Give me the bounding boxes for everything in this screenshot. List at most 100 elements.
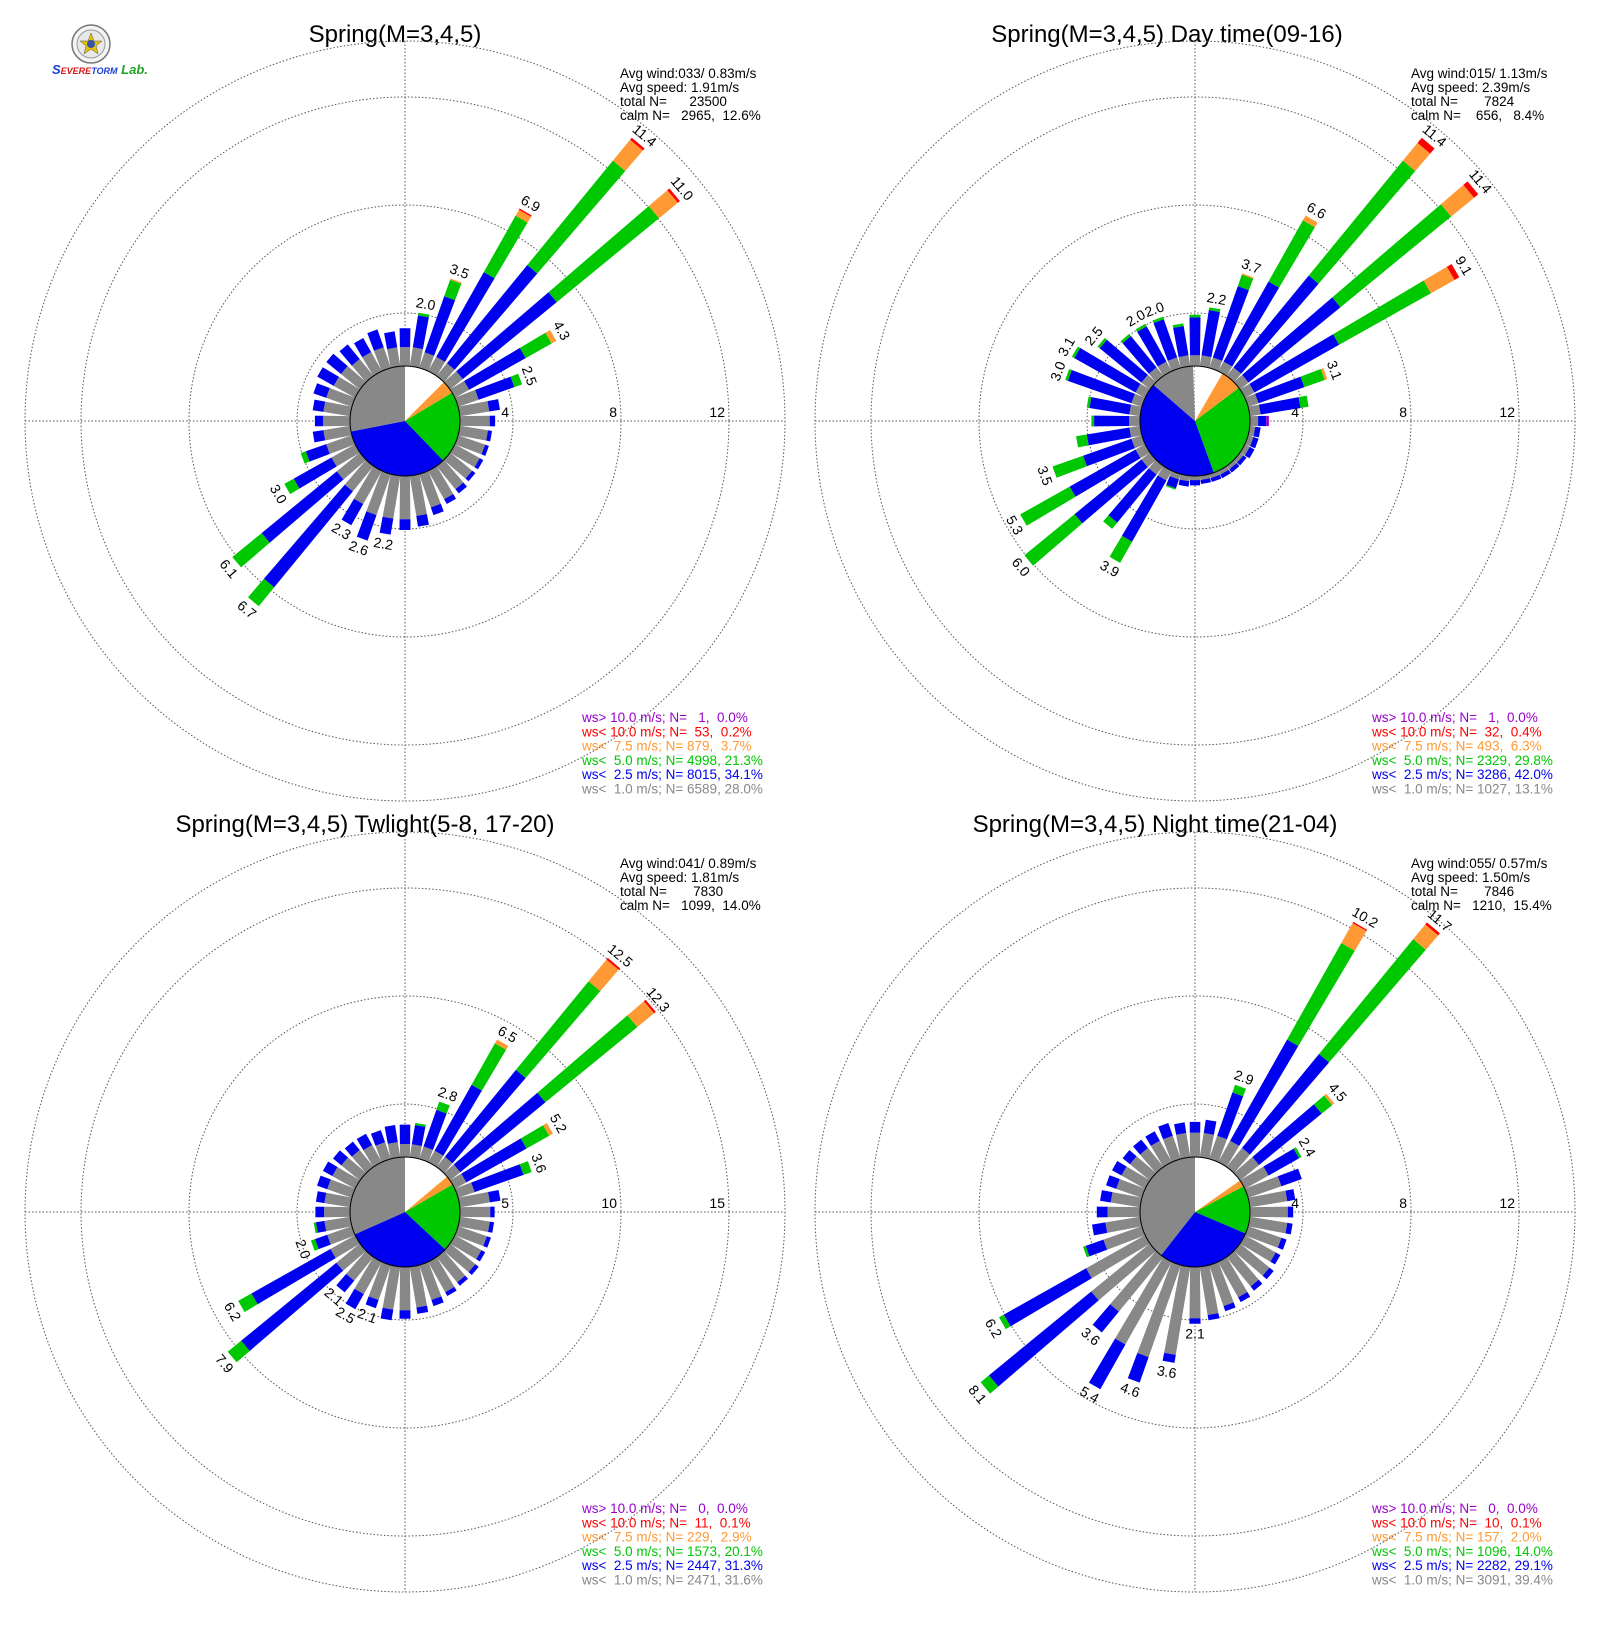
bar-segment-lt5-70: [1300, 369, 1325, 388]
bar-segment-lt1-150: [1218, 1257, 1248, 1298]
bar-segment-lt1-130: [1234, 452, 1244, 463]
bar-segment-lt1-200: [1169, 471, 1181, 480]
legend-entry-lt2_5: ws< 2.5 m/s; N= 8015, 34.1%: [581, 767, 763, 782]
legend-entry-lt1: ws< 1.0 m/s; N= 2471, 31.6%: [581, 1573, 763, 1588]
bar-segment-lt1-230: [336, 452, 366, 480]
bar-segment-lt2_5-340: [1153, 319, 1178, 361]
bar-segment-lt2_5-170: [416, 1305, 429, 1314]
bar-segment-lt5-250: [310, 1239, 319, 1251]
bar-segment-lt1-190: [1164, 1265, 1191, 1355]
bar-segment-lt1-320: [351, 1150, 374, 1173]
bar-segment-lt5-20: [444, 279, 462, 301]
bar-segment-lt1-110: [455, 435, 486, 455]
bar-segment-lt2_5-140: [457, 1275, 468, 1286]
bar-segment-lt5-40: [1308, 160, 1416, 284]
bar-segment-lt2_5-360: [1189, 317, 1201, 356]
bar-segment-lt2_5-340: [370, 1130, 386, 1146]
bar-segment-lt1-270: [1129, 416, 1140, 426]
bar-segment-lt2_5-250: [1085, 1239, 1108, 1257]
bar-label-10: 2.2: [1206, 289, 1228, 308]
legend-entry-lt10: ws< 10.0 m/s; N= 10, 0.1%: [1371, 1515, 1542, 1530]
bar-segment-lt1-210: [1115, 1257, 1172, 1345]
bar-segment-lt5-30: [1287, 943, 1355, 1046]
windrose-panel-4: Spring(M=3,4,5) Night time(21-04) 4 8 12 2.9…: [814, 811, 1576, 1593]
bar-segment-lt1-330: [362, 352, 382, 376]
bar-segment-lt2_5-260: [315, 1220, 327, 1233]
bar-segment-lt1-20: [1209, 1135, 1227, 1162]
bar-segment-lt1-80: [1248, 404, 1261, 417]
stats-line-2: Avg speed: 2.39m/s: [1411, 80, 1530, 95]
bar-segment-lt5-250: [1083, 1245, 1090, 1258]
bar-segment-lt1-270: [323, 415, 350, 427]
bar-segment-lt1-140: [436, 460, 464, 490]
bar-segment-lt2_5-310: [1122, 1150, 1137, 1165]
bar-segment-lt5-40: [1319, 939, 1426, 1063]
stats-line-3: total N= 7824: [1411, 94, 1515, 109]
bar-segment-lt1-50: [1234, 1157, 1260, 1181]
bar-segment-lt2_5-180: [1189, 1318, 1201, 1324]
bar-segment-lt5-220: [248, 578, 275, 607]
bar-segment-lt2_5-350: [1174, 1122, 1187, 1135]
legend-entry-lt1: ws< 1.0 m/s; N= 3091, 39.4%: [1371, 1573, 1553, 1588]
bar-segment-lt1-120: [1240, 444, 1250, 456]
bar-segment-lt10-30: [1352, 921, 1368, 931]
bar-segment-lt2_5-290: [313, 383, 330, 398]
center-pie-lt2_5: [351, 421, 444, 477]
bar-segment-lt2_5-230: [988, 1291, 1099, 1387]
legend-entry-lt5: ws< 5.0 m/s; N= 4998, 21.3%: [581, 753, 763, 768]
bar-segment-lt5-80: [1298, 395, 1309, 408]
bar-segment-lt1-130: [444, 1243, 476, 1273]
bar-segment-lt7_5-20: [450, 278, 462, 284]
bar-label-340: 2.0: [1142, 298, 1166, 320]
bar-segment-lt1-90: [1250, 416, 1259, 426]
legend-entry-lt10: ws< 10.0 m/s; N= 53, 0.2%: [581, 724, 752, 739]
bar-segment-lt1-170: [409, 474, 427, 516]
bar-segment-lt10-40: [1425, 922, 1440, 936]
bar-segment-lt1-340: [1167, 357, 1181, 371]
ring-label: 4: [501, 404, 509, 420]
bar-segment-lt2_5-240: [1003, 1268, 1092, 1327]
stats-line-2: Avg speed: 1.50m/s: [1411, 870, 1530, 885]
bar-segment-lt2_5-230: [1074, 459, 1148, 524]
bar-segment-lt2_5-170: [416, 514, 429, 527]
legend-entry-gt10: ws> 10.0 m/s; N= 0, 0.0%: [1371, 1501, 1538, 1516]
bar-segment-lt5-220: [1103, 515, 1118, 529]
bar-segment-lt1-230: [1091, 1243, 1156, 1301]
bar-segment-lt1-60: [1240, 383, 1255, 398]
legend-entry-lt5: ws< 5.0 m/s; N= 2329, 29.8%: [1371, 753, 1553, 768]
bar-segment-lt5-250: [300, 451, 310, 464]
bar-segment-lt2_5-220: [263, 484, 353, 588]
bar-segment-lt1-210: [354, 1257, 382, 1295]
bar-segment-lt1-90: [460, 1206, 491, 1218]
bar-segment-lt1-80: [458, 401, 490, 417]
center-pie-lt2_5: [1139, 384, 1214, 477]
bar-segment-lt5-70: [510, 373, 523, 388]
legend-entry-lt10: ws< 10.0 m/s; N= 32, 0.4%: [1371, 724, 1542, 739]
bar-segment-lt1-280: [323, 401, 352, 417]
bar-segment-lt5-30: [483, 215, 528, 279]
bar-segment-lt5-300: [1071, 346, 1081, 359]
bar-segment-lt7_5-30: [1341, 923, 1367, 951]
bar-segment-lt2_5-90: [1258, 415, 1267, 427]
center-pie-lt7_5: [405, 382, 453, 421]
bar-segment-lt1-40: [436, 363, 455, 382]
bar-label-20: 2.9: [1232, 1066, 1256, 1088]
legend-entry-lt7_5: ws< 7.5 m/s; N= 229, 2.9%: [581, 1530, 752, 1545]
bar-segment-lt2_5-30: [434, 1084, 482, 1156]
bar-segment-lt1-120: [1240, 1235, 1276, 1262]
bar-segment-lt1-160: [419, 471, 441, 508]
bar-segment-lt5-240: [1020, 486, 1076, 526]
bar-segment-lt1-250: [326, 435, 355, 454]
bar-segment-lt5-210: [1109, 535, 1133, 563]
stats-line-3: total N= 23500: [620, 94, 727, 109]
bar-segment-lt1-80: [458, 1192, 490, 1208]
bar-segment-lt1-40: [436, 1156, 453, 1173]
bar-segment-lt1-130: [1234, 1243, 1270, 1276]
stats-line-1: Avg wind:055/ 0.57m/s: [1411, 856, 1548, 871]
bar-segment-lt1-20: [1209, 357, 1223, 371]
center-pie-lt1: [1140, 1157, 1195, 1256]
center-pie-lt5: [405, 1184, 460, 1250]
ring-label: 12: [1499, 404, 1515, 420]
bar-segment-lt1-70: [455, 389, 479, 407]
bar-segment-lt7_5-70: [1320, 368, 1328, 380]
